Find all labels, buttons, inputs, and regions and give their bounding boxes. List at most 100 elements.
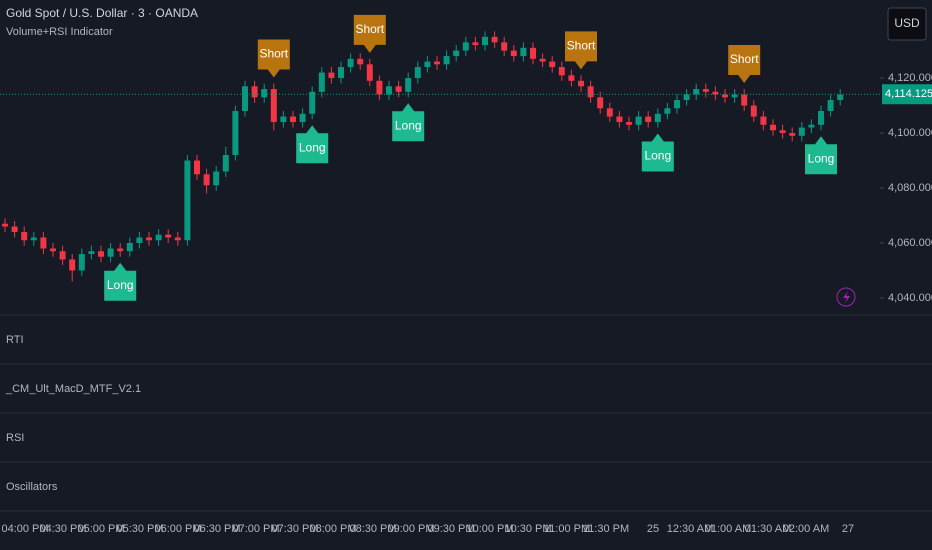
candle-body xyxy=(616,116,623,123)
x-tick-label: 10:00 PM xyxy=(466,523,513,535)
candle-body xyxy=(338,67,344,79)
candle-body xyxy=(309,91,316,114)
candle-body xyxy=(347,58,354,68)
candle-body xyxy=(462,42,469,51)
short-label: Short xyxy=(355,22,384,36)
candle-body xyxy=(222,155,229,172)
candle-body xyxy=(386,86,392,95)
candle-body xyxy=(808,124,815,128)
short-marker xyxy=(257,39,290,78)
pane-label: Oscillators xyxy=(6,481,58,493)
currency-label[interactable]: USD xyxy=(894,16,920,30)
short-label: Short xyxy=(567,38,596,52)
short-label: Short xyxy=(259,47,288,61)
candle-body xyxy=(789,133,796,136)
x-tick-label: 05:30 PM xyxy=(116,523,163,535)
chart-title: Gold Spot / U.S. Dollar · 3 · OANDA xyxy=(6,6,198,20)
x-tick-label: 06:00 PM xyxy=(154,523,201,535)
candle-body xyxy=(750,105,757,117)
candle-body xyxy=(491,36,498,43)
long-label: Long xyxy=(644,149,671,163)
indicator-name: Volume+RSI Indicator xyxy=(6,26,113,38)
x-tick-label: 11:30 PM xyxy=(583,523,629,535)
candle-body xyxy=(88,251,95,254)
candle-body xyxy=(424,61,431,68)
candle-body xyxy=(798,127,805,136)
long-marker xyxy=(392,103,425,142)
x-tick-label: 04:00 PM xyxy=(1,523,48,535)
short-marker xyxy=(353,14,386,53)
candle-body xyxy=(155,234,162,241)
x-tick-label: 04:30 PM xyxy=(39,523,86,535)
currency-button[interactable] xyxy=(887,7,927,41)
candle-body xyxy=(184,160,191,241)
candle-body xyxy=(69,259,76,271)
short-marker xyxy=(728,45,761,84)
candle-body xyxy=(261,89,268,98)
candle-body xyxy=(827,100,834,112)
candle-body xyxy=(818,111,824,125)
candle-body xyxy=(837,94,844,101)
candle-body xyxy=(59,251,66,260)
alert-icon[interactable] xyxy=(836,287,856,307)
x-tick-label: 02:00 AM xyxy=(783,523,829,535)
candle-body xyxy=(472,42,479,46)
candle-body xyxy=(395,86,402,92)
alert-bolt xyxy=(843,291,850,303)
candle-body xyxy=(40,237,47,249)
candle-body xyxy=(126,242,133,252)
last-price-box xyxy=(882,84,932,105)
candle-body xyxy=(30,237,37,241)
candle-body xyxy=(453,50,460,57)
candle-body xyxy=(501,42,508,51)
x-tick-label: 01:30 AM xyxy=(745,523,791,535)
x-tick-label: 11:00 PM xyxy=(544,523,590,535)
candle-body xyxy=(213,171,220,186)
candle-body xyxy=(587,86,594,98)
y-tick-label: 4,100.000 xyxy=(888,127,932,139)
y-tick-label: 4,040.000 xyxy=(888,292,932,304)
candle-body xyxy=(98,251,104,257)
short-label: Short xyxy=(730,52,759,66)
candle-body xyxy=(232,111,239,156)
candle-body xyxy=(539,58,546,62)
long-label: Long xyxy=(299,140,326,154)
x-tick-label: 12:30 AM xyxy=(667,523,713,535)
x-tick-label: 08:00 PM xyxy=(309,523,356,535)
candle-body xyxy=(290,116,296,123)
y-tick-label: 4,060.000 xyxy=(888,237,932,249)
candle-body xyxy=(21,231,28,241)
pane-label: RTI xyxy=(6,334,24,346)
candle-body xyxy=(693,89,700,95)
last-price-label: 4,114.125 xyxy=(885,88,932,100)
candle-body xyxy=(107,248,114,257)
candle-body xyxy=(414,67,421,79)
x-tick-label: 27 xyxy=(842,523,854,535)
candle-body xyxy=(645,116,652,123)
candle-body xyxy=(683,94,690,101)
candle-body xyxy=(366,64,373,81)
candle-body xyxy=(520,47,527,57)
candle-body xyxy=(770,124,776,131)
long-marker xyxy=(296,125,329,164)
candle-body xyxy=(606,108,613,117)
candle-body xyxy=(434,61,440,65)
candle-body xyxy=(530,47,536,59)
candle-body xyxy=(50,248,56,252)
long-label: Long xyxy=(107,278,134,292)
candle-body xyxy=(712,91,719,95)
x-tick-label: 10:30 PM xyxy=(504,523,551,535)
candle-body xyxy=(203,174,210,186)
candle-body xyxy=(558,67,565,76)
candle-body xyxy=(11,226,18,232)
candle-body xyxy=(597,97,604,109)
candle-body xyxy=(635,116,642,125)
candle-body xyxy=(270,89,277,123)
candle-body xyxy=(674,100,680,109)
candle-body xyxy=(760,116,767,125)
candle-body xyxy=(482,36,488,46)
candle-body xyxy=(722,94,728,98)
short-marker xyxy=(565,31,597,70)
